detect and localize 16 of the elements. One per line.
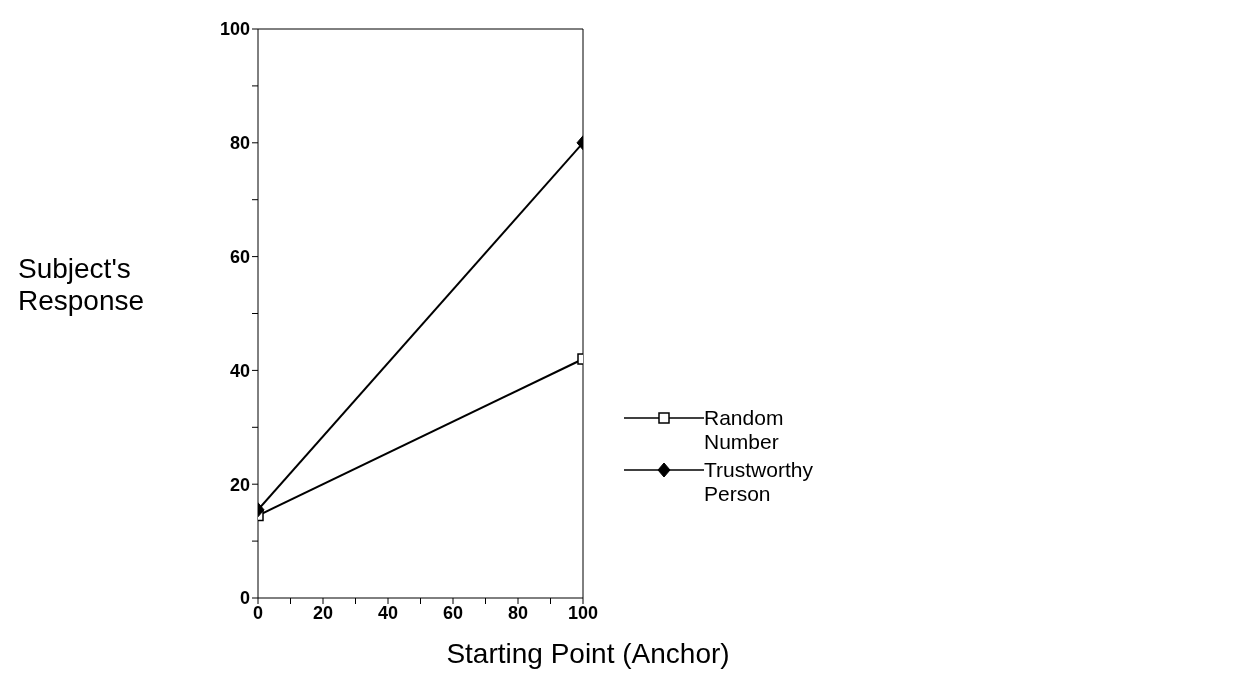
y-axis-title: Subject's Response: [18, 253, 146, 317]
y-tick-label: 0: [239, 588, 250, 609]
legend-label: Random Number: [704, 406, 785, 454]
x-tick-label: 60: [442, 602, 464, 623]
y-tick-label: 20: [229, 474, 250, 495]
x-axis-title: Starting Point (Anchor): [445, 638, 731, 670]
y-tick-label: 60: [229, 246, 250, 267]
x-tick-label: 0: [252, 602, 264, 623]
x-tick-label: 100: [567, 602, 599, 623]
x-tick-label: 80: [507, 602, 529, 623]
x-tick-label: 40: [377, 602, 399, 623]
y-tick-label: 80: [229, 133, 250, 154]
x-tick-label: 20: [312, 602, 334, 623]
legend-label: Trustworthy Person: [704, 458, 814, 506]
y-tick-label: 40: [229, 360, 250, 381]
y-tick-label: 100: [219, 19, 250, 40]
